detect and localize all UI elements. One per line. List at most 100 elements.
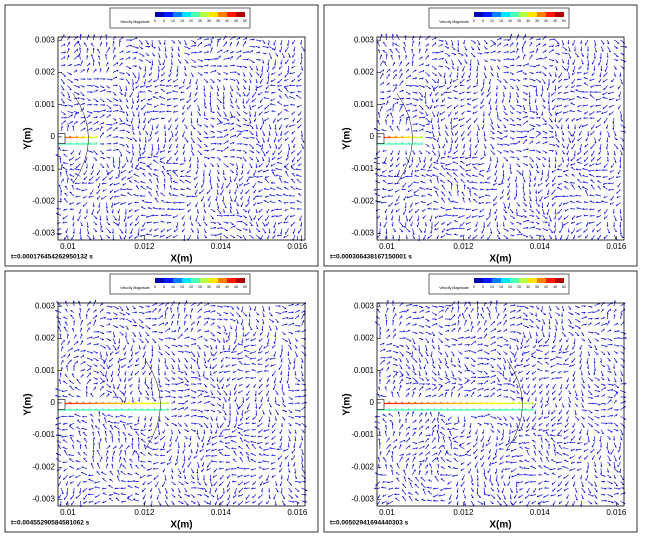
y-tick-label: 0.002: [354, 68, 375, 77]
y-tick-label: 0.001: [354, 366, 375, 375]
colorbar-tick: 5: [482, 19, 484, 23]
y-tick-label: 0.001: [354, 100, 375, 109]
y-tick-label: -0.001: [351, 164, 374, 173]
colorbar-cell: [474, 12, 483, 17]
colorbar-cell: [492, 278, 501, 283]
x-tick-label: 0.012: [453, 508, 474, 517]
colorbar-cell: [164, 278, 173, 283]
colorbar-cell: [218, 12, 227, 17]
x-axis-label: X(m): [489, 520, 511, 531]
colorbar-tick: 20: [189, 19, 193, 23]
time-label: t=0.00455290584581062 s: [11, 520, 90, 527]
colorbar-cell: [173, 278, 182, 283]
colorbar-tick: 15: [499, 285, 503, 289]
colorbar-cell: [537, 278, 546, 283]
colorbar-tick: 45: [553, 19, 557, 23]
colorbar-tick: 45: [553, 285, 557, 289]
y-tick-label: -0.003: [351, 229, 374, 238]
colorbar-cell: [164, 12, 173, 17]
y-tick-label: 0: [370, 398, 375, 407]
x-tick-label: 0.014: [211, 242, 232, 251]
x-axis-label: X(m): [170, 254, 192, 265]
y-tick-label: -0.003: [32, 495, 55, 504]
nozzle: [57, 399, 66, 410]
colorbar-tick: 50: [243, 19, 247, 23]
x-tick-label: 0.01: [379, 242, 395, 251]
y-axis-label: Y(m): [342, 393, 353, 415]
x-tick-label: 0.014: [211, 508, 232, 517]
panel-frame: [4, 4, 319, 267]
colorbar-tick: 0: [154, 285, 156, 289]
colorbar-tick: 25: [517, 19, 521, 23]
colorbar-cell: [519, 278, 528, 283]
x-tick-label: 0.016: [606, 508, 627, 517]
colorbar-tick: 40: [225, 285, 229, 289]
panel: 0.01 0.012 0.014 0.016 -0.003 -0.002 -0.001 0 0.…: [4, 270, 319, 533]
jet-front: [72, 93, 89, 184]
y-tick-label: 0: [51, 398, 56, 407]
colorbar-cell: [155, 12, 164, 17]
colorbar-cell: [236, 278, 245, 283]
y-tick-label: 0: [370, 132, 375, 141]
colorbar-tick: 30: [526, 19, 530, 23]
colorbar-cell: [200, 278, 209, 283]
legend-title: Velocity Magnitude: [439, 20, 468, 24]
colorbar-tick: 10: [490, 285, 494, 289]
colorbar-tick: 15: [499, 19, 503, 23]
jet-vector: [526, 408, 534, 411]
colorbar-tick: 25: [517, 285, 521, 289]
x-tick-label: 0.016: [606, 242, 627, 251]
colorbar-tick: 50: [562, 19, 566, 23]
x-tick-label: 0.01: [60, 242, 76, 251]
y-axis-label: Y(m): [23, 127, 34, 149]
colorbar-cell: [501, 12, 510, 17]
y-tick-label: -0.002: [32, 462, 55, 471]
panel: 0.01 0.012 0.014 0.016 -0.003 -0.002 -0.001 0 0.…: [4, 4, 319, 267]
panel-frame: [4, 270, 319, 533]
time-label: t=0.00502941694440303 s: [330, 520, 409, 527]
y-tick-label: -0.001: [351, 430, 374, 439]
legend-title: Velocity Magnitude: [439, 286, 468, 290]
y-tick-label: -0.002: [32, 196, 55, 205]
legend-title: Velocity Magnitude: [120, 286, 149, 290]
colorbar-tick: 0: [154, 19, 156, 23]
y-tick-label: 0.002: [35, 68, 56, 77]
colorbar-cell: [501, 278, 510, 283]
colorbar-tick: 20: [508, 285, 512, 289]
nozzle: [376, 399, 385, 410]
y-tick-label: 0.001: [35, 366, 56, 375]
colorbar-cell: [182, 12, 191, 17]
colorbar-cell: [546, 278, 555, 283]
x-tick-label: 0.016: [287, 508, 308, 517]
colorbar-tick: 15: [180, 19, 184, 23]
y-tick-label: 0.002: [354, 334, 375, 343]
time-label: t=0.000176454262950132 s: [11, 254, 93, 261]
x-tick-label: 0.014: [530, 242, 551, 251]
vector-field: [373, 300, 627, 507]
x-axis-label: X(m): [170, 520, 192, 531]
colorbar-cell: [200, 12, 209, 17]
jet-vector: [90, 135, 98, 139]
time-label: t=0.000306438167150001 s: [330, 254, 412, 261]
colorbar-tick: 35: [535, 19, 539, 23]
colorbar-tick: 10: [490, 19, 494, 23]
colorbar-cell: [537, 12, 546, 17]
jet-vector: [526, 401, 534, 405]
colorbar-tick: 35: [535, 285, 539, 289]
y-tick-label: -0.002: [351, 196, 374, 205]
colorbar-cell: [483, 12, 492, 17]
colorbar-cell: [519, 12, 528, 17]
jet-front: [506, 359, 523, 450]
colorbar-cell: [483, 278, 492, 283]
colorbar-cell: [555, 12, 564, 17]
colorbar-tick: 10: [171, 285, 175, 289]
colorbar-tick: 35: [216, 285, 220, 289]
y-tick-label: 0.003: [35, 301, 56, 310]
y-tick-label: 0.003: [35, 35, 56, 44]
jet-front: [396, 93, 413, 184]
y-tick-label: 0.002: [35, 334, 56, 343]
colorbar-tick: 30: [526, 285, 530, 289]
colorbar-tick: 20: [508, 19, 512, 23]
nozzle: [376, 133, 385, 144]
